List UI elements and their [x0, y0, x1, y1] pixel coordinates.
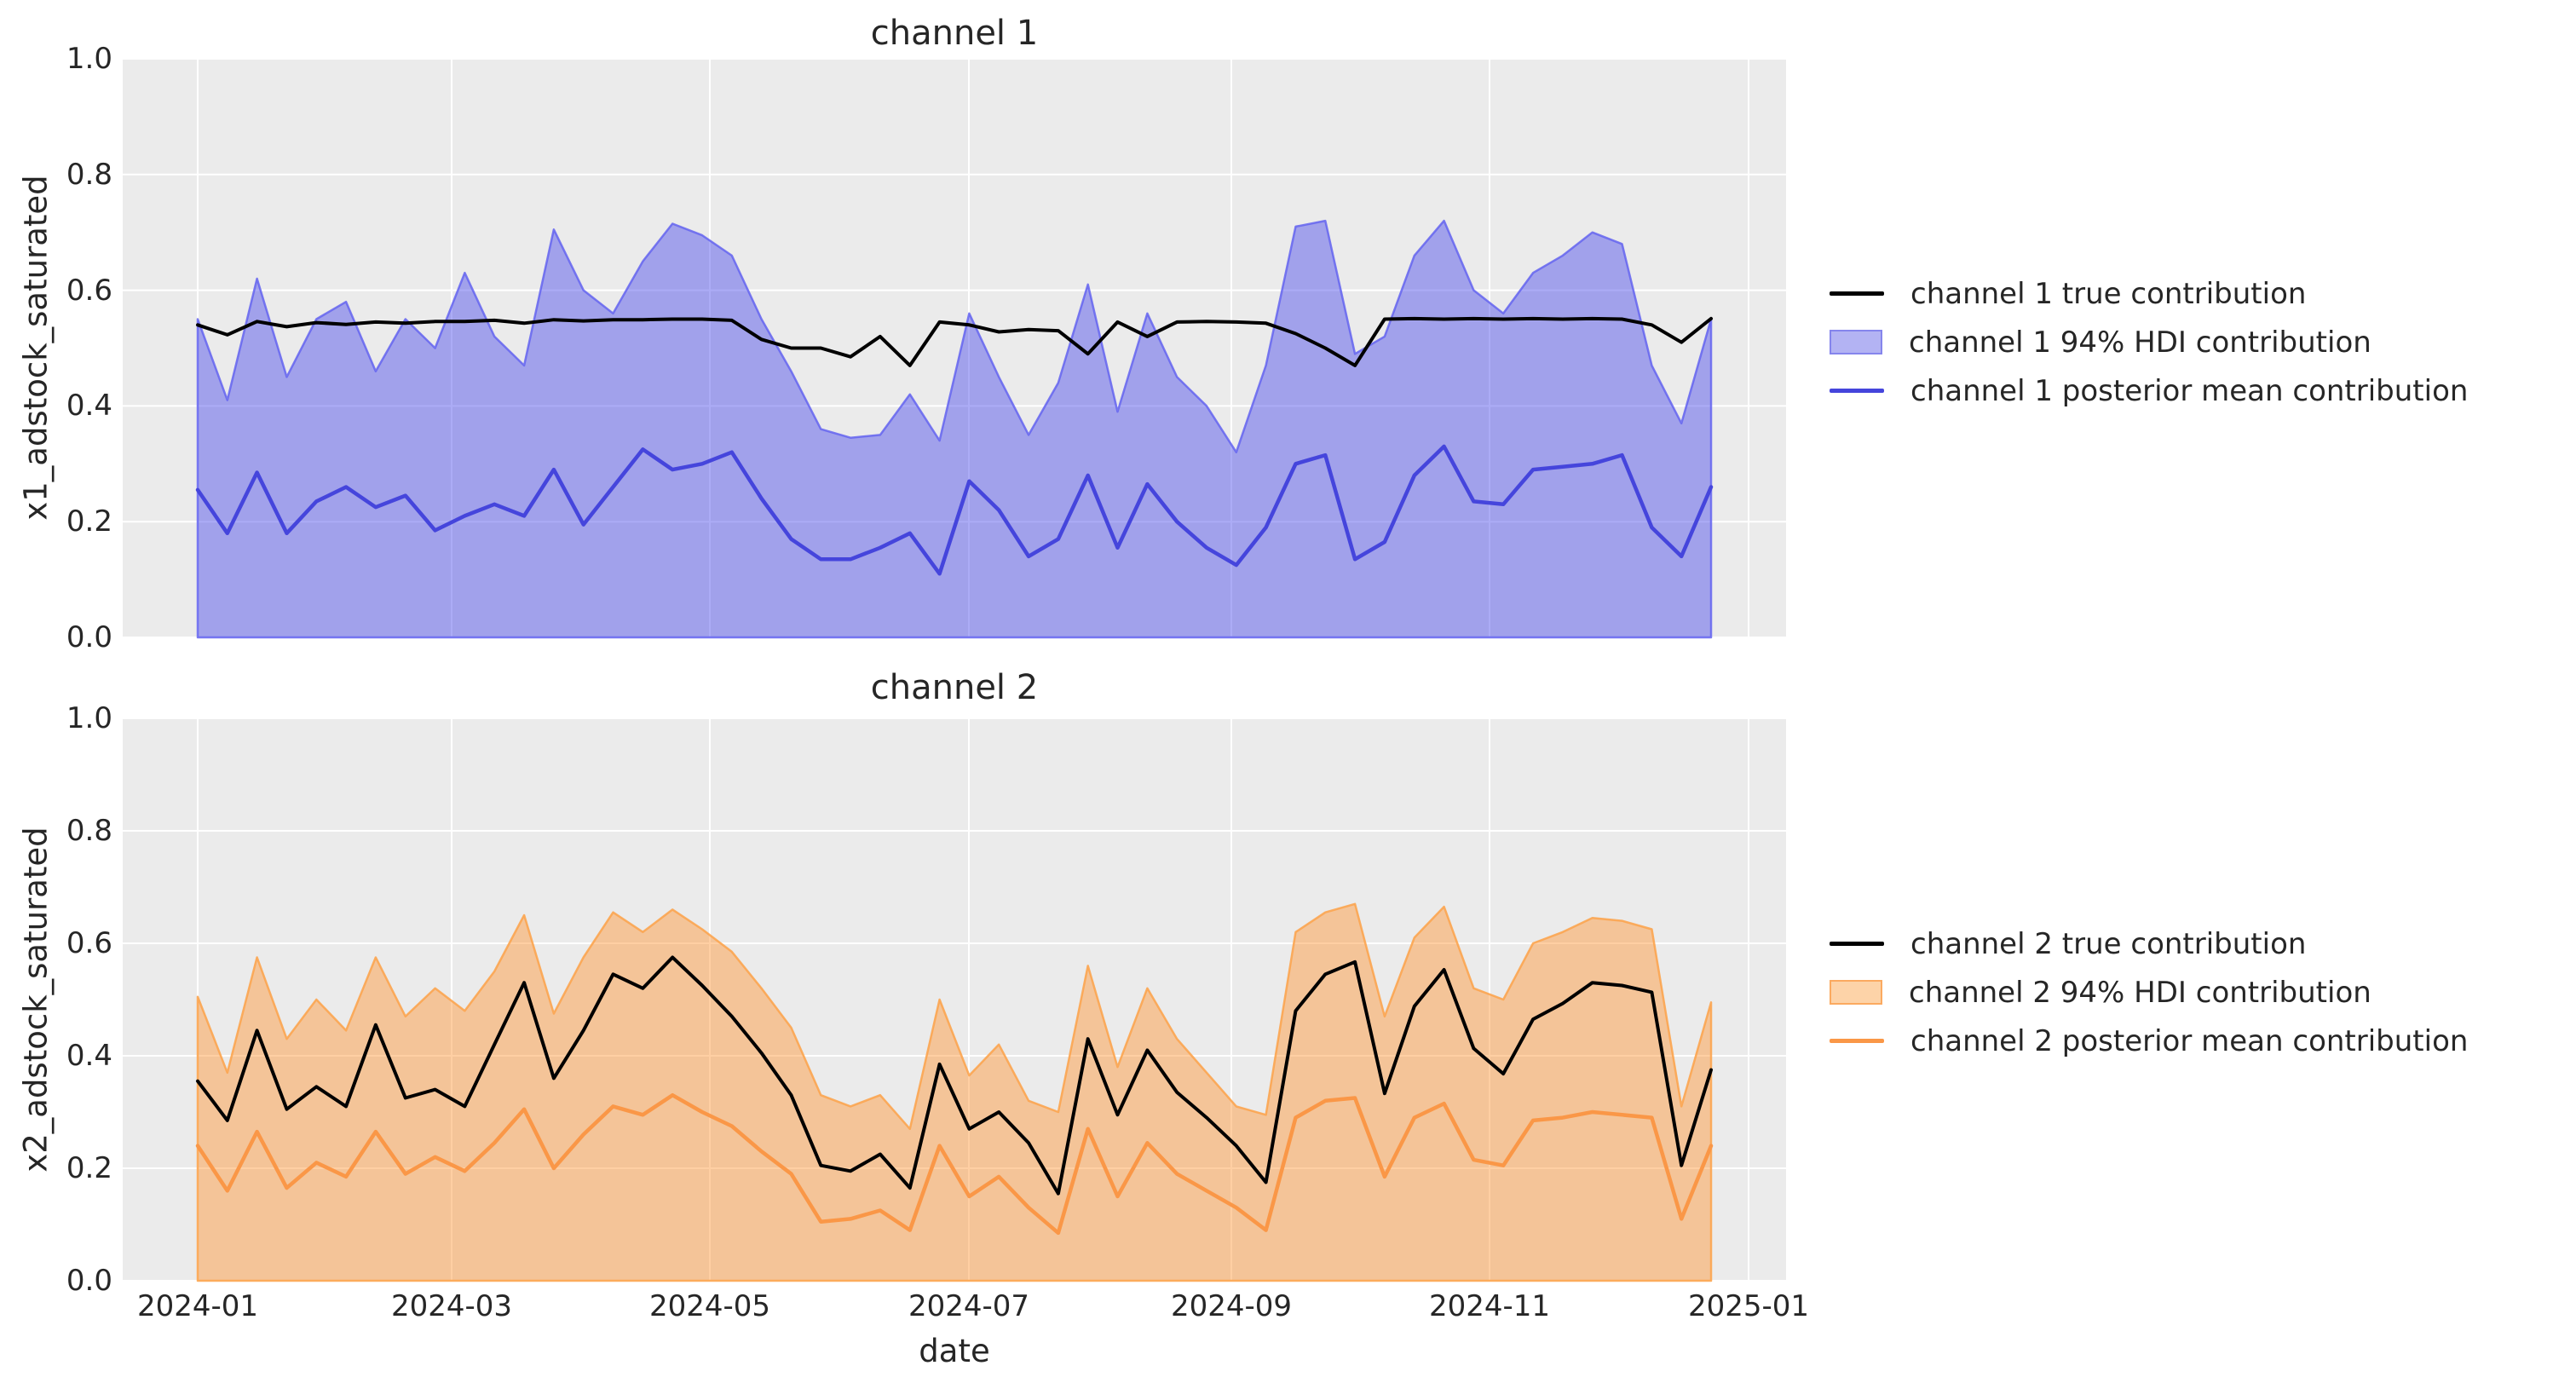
chart2-legend-row-1: channel 2 94% HDI contribution: [1830, 968, 2468, 1017]
chart2-xtick-2024-11: 2024-11: [1428, 1289, 1551, 1323]
chart2-ytick-0.6: 0.6: [66, 926, 112, 960]
chart1-ytick-0.0: 0.0: [66, 620, 112, 654]
chart2-xtick-2024-05: 2024-05: [648, 1289, 771, 1323]
line-swatch-icon: [1830, 389, 1884, 393]
chart1-legend-label-1: channel 1 94% HDI contribution: [1909, 325, 2371, 360]
hdi-band-swatch-icon: [1830, 980, 1882, 1005]
chart1-legend-label-0: channel 1 true contribution: [1910, 276, 2307, 311]
chart2-legend-label-1: channel 2 94% HDI contribution: [1909, 975, 2371, 1010]
chart2-ytick-0.4: 0.4: [66, 1039, 112, 1073]
chart1-ytick-0.8: 0.8: [66, 157, 112, 192]
line-swatch-icon: [1830, 291, 1884, 296]
line-swatch-icon: [1830, 1039, 1884, 1043]
x-axis-label: date: [919, 1333, 990, 1369]
chart1-true-line: [196, 316, 1713, 367]
chart2-hdi-band: [196, 902, 1713, 1282]
chart1-legend-label-2: channel 1 posterior mean contribution: [1910, 373, 2469, 408]
chart1-legend-row-2: channel 1 posterior mean contribution: [1830, 366, 2468, 415]
chart2-xtick-2025-01: 2025-01: [1687, 1289, 1810, 1323]
chart1-legend-row-1: channel 1 94% HDI contribution: [1830, 318, 2468, 366]
chart1-legend-row-0: channel 1 true contribution: [1830, 269, 2468, 318]
chart1-posterior-mean-line: [195, 444, 1714, 576]
chart1-hdi-band: [196, 219, 1713, 639]
chart2-legend-row-2: channel 2 posterior mean contribution: [1830, 1017, 2468, 1065]
chart2-xtick-2024-09: 2024-09: [1170, 1289, 1293, 1323]
chart2-ytick-0.2: 0.2: [66, 1151, 112, 1185]
chart1-ytick-1.0: 1.0: [66, 42, 112, 76]
chart2-title: channel 2: [870, 668, 1039, 707]
chart2-ytick-1.0: 1.0: [66, 701, 112, 735]
chart1-title: channel 1: [870, 14, 1039, 53]
hdi-band-swatch-icon: [1830, 330, 1882, 354]
chart2-xtick-2024-03: 2024-03: [390, 1289, 513, 1323]
chart2-ytick-0.8: 0.8: [66, 814, 112, 848]
chart2-legend-row-0: channel 2 true contribution: [1830, 919, 2468, 968]
chart2-plot-area: [123, 718, 1786, 1281]
chart2-legend-label-0: channel 2 true contribution: [1910, 926, 2307, 961]
chart2-ytick-0.0: 0.0: [66, 1264, 112, 1298]
chart1-legend: channel 1 true contribution channel 1 94%…: [1830, 269, 2468, 415]
chart1-plot-area: [123, 59, 1786, 637]
chart2-posterior-mean-line: [195, 1092, 1714, 1236]
chart1-ytick-0.4: 0.4: [66, 389, 112, 424]
line-swatch-icon: [1830, 942, 1884, 946]
chart1-ytick-0.6: 0.6: [66, 273, 112, 308]
chart2-true-line: [196, 955, 1713, 1196]
chart2-xtick-2024-01: 2024-01: [136, 1289, 259, 1323]
chart2-xtick-2024-07: 2024-07: [908, 1289, 1030, 1323]
chart1-y-axis-label: x1_adstock_saturated: [17, 175, 55, 521]
chart1-ytick-0.2: 0.2: [66, 504, 112, 539]
chart2-legend: channel 2 true contribution channel 2 94%…: [1830, 919, 2468, 1065]
chart2-y-axis-label: x2_adstock_saturated: [17, 827, 55, 1173]
chart2-legend-label-2: channel 2 posterior mean contribution: [1910, 1023, 2469, 1058]
